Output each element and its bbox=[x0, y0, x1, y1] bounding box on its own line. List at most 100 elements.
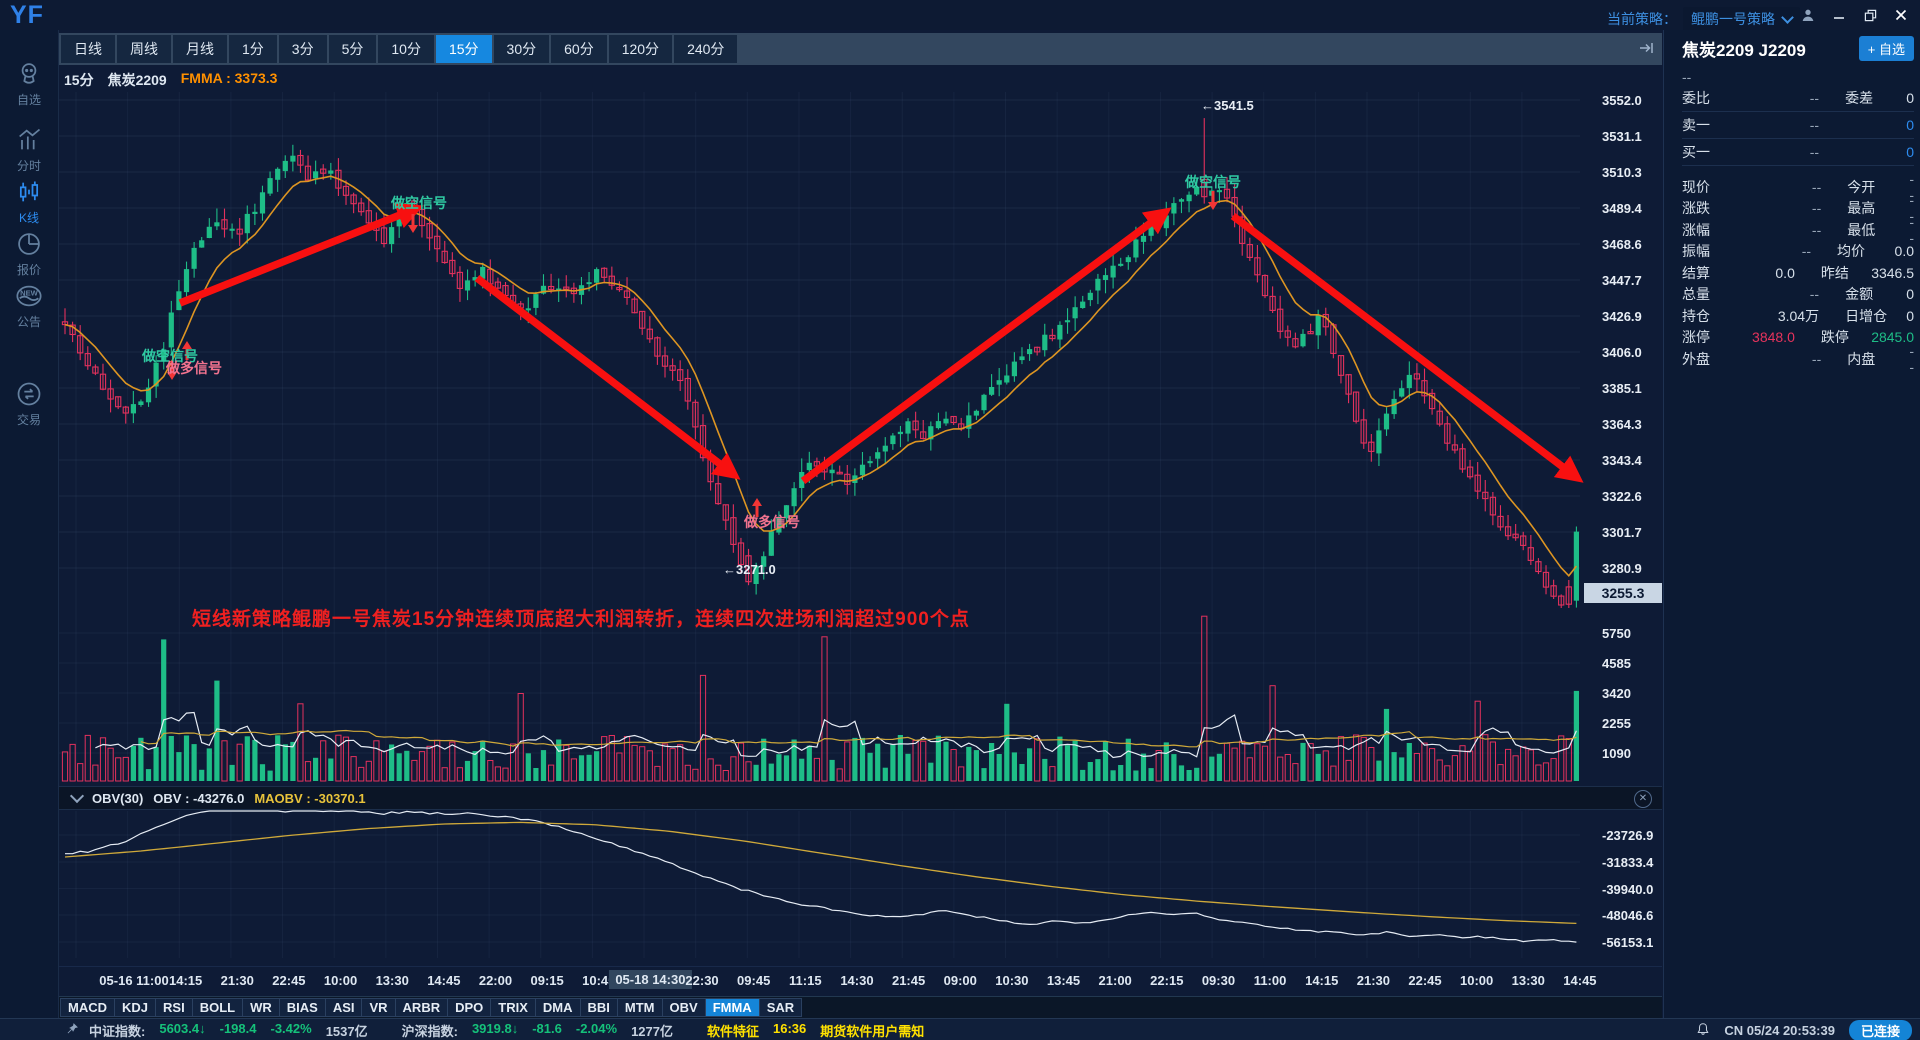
detail-label: 均价 bbox=[1837, 243, 1866, 260]
strategy-selector[interactable]: 当前策略： 鲲鹏一号策略 bbox=[1607, 7, 1800, 31]
indicator-tab-VR[interactable]: VR bbox=[361, 998, 396, 1017]
detail-value: -- bbox=[1909, 342, 1914, 375]
indicator-tab-WR[interactable]: WR bbox=[242, 998, 280, 1017]
new-announcement-icon: NEW bbox=[16, 285, 42, 307]
maobv-value: MAOBV : -30370.1 bbox=[254, 790, 366, 806]
detail-value: 0 bbox=[1906, 307, 1914, 324]
index-pct: -2.04% bbox=[575, 1020, 618, 1036]
time-axis-label: 14:30 bbox=[840, 973, 874, 988]
timeframe-tab-240分[interactable]: 240分 bbox=[674, 35, 738, 63]
sidebar-item-label: 交易 bbox=[16, 413, 41, 427]
sidebar-item-分时[interactable]: 分时 bbox=[0, 126, 58, 174]
price-scale-label: 3280.9 bbox=[1602, 561, 1642, 576]
indicator-tab-BIAS[interactable]: BIAS bbox=[278, 998, 326, 1017]
detail-value: -- bbox=[1909, 170, 1914, 203]
timeframe-tab-3分[interactable]: 3分 bbox=[278, 35, 327, 63]
detail-value: 0 bbox=[1906, 286, 1914, 303]
time-axis-label: 11:00 bbox=[1253, 973, 1287, 988]
sidebar-item-交易[interactable]: 交易 bbox=[0, 380, 58, 428]
detail-value: -- bbox=[1909, 192, 1914, 225]
index-name: 沪深指数: bbox=[401, 1023, 458, 1039]
timeframe-tab-60分[interactable]: 60分 bbox=[551, 35, 607, 63]
index-amount: 1277亿 bbox=[631, 1023, 673, 1039]
minimize-button[interactable] bbox=[1826, 5, 1852, 25]
obv-scale-label: -23726.9 bbox=[1602, 828, 1654, 843]
detail-value: -- bbox=[1801, 243, 1812, 260]
indicator-tab-BBI[interactable]: BBI bbox=[579, 998, 618, 1017]
sidebar-item-报价[interactable]: 报价 bbox=[0, 230, 58, 278]
pin-icon[interactable] bbox=[66, 1022, 79, 1038]
sidebar-item-公告[interactable]: NEW 公告 bbox=[0, 282, 58, 330]
quote-pie-icon bbox=[18, 233, 40, 255]
user-icon[interactable] bbox=[1795, 5, 1821, 25]
detail-value: -- bbox=[1809, 286, 1820, 303]
timeframe-tab-10分[interactable]: 10分 bbox=[378, 35, 434, 63]
quote-detail-row: 涨幅 -- 最低 -- bbox=[1682, 214, 1914, 246]
time-axis-label: 10:00 bbox=[1460, 973, 1494, 988]
timeframe-tab-15分[interactable]: 15分 bbox=[435, 35, 492, 63]
indicator-tab-TRIX[interactable]: TRIX bbox=[490, 998, 536, 1017]
collapse-chevron-icon[interactable] bbox=[69, 788, 85, 804]
detail-value: 3.04万 bbox=[1777, 307, 1820, 324]
price-scale-label: 3385.1 bbox=[1602, 381, 1642, 396]
indicator-tab-SAR[interactable]: SAR bbox=[758, 998, 803, 1017]
volume-scale-label: 3420 bbox=[1602, 686, 1631, 701]
time-axis-label: 13:30 bbox=[375, 973, 409, 988]
detail-value: 0.0 bbox=[1894, 243, 1915, 260]
index-change: -198.4 bbox=[219, 1020, 257, 1036]
notice-link-2[interactable]: 期货软件用户需知 bbox=[820, 1023, 925, 1039]
time-axis-label: 09:15 bbox=[530, 973, 564, 988]
index-quote-2: 沪深指数: 3919.8↓ -81.6 -2.04% 1277亿 bbox=[402, 1021, 673, 1040]
bell-icon[interactable] bbox=[1696, 1022, 1710, 1039]
indicator-tab-BOLL[interactable]: BOLL bbox=[191, 998, 244, 1017]
index-amount: 1537亿 bbox=[325, 1023, 368, 1039]
detail-value: -- bbox=[1811, 200, 1822, 217]
indicator-tab-DMA[interactable]: DMA bbox=[534, 998, 581, 1017]
bid-row: 买一 -- 0 bbox=[1682, 139, 1914, 166]
timeframe-tab-日线[interactable]: 日线 bbox=[61, 35, 115, 63]
timeframe-tab-120分[interactable]: 120分 bbox=[608, 35, 673, 63]
indicator-tabbar: MACD KDJ RSI BOLL WR BIAS ASI VR ARBR DPO TRIX DMA B… bbox=[58, 996, 1662, 1018]
user-icon bbox=[21, 63, 37, 84]
quote-top-value: -- bbox=[1682, 69, 1692, 85]
time-axis-label: 21:30 bbox=[220, 973, 254, 988]
indicator-tab-MTM[interactable]: MTM bbox=[616, 998, 663, 1017]
indicator-tab-ARBR[interactable]: ARBR bbox=[394, 998, 449, 1017]
collapse-panel-icon[interactable] bbox=[1639, 41, 1654, 59]
detail-label: 金额 bbox=[1845, 286, 1874, 303]
indicator-tab-KDJ[interactable]: KDJ bbox=[114, 998, 157, 1017]
chevron-down-icon bbox=[1781, 11, 1794, 24]
sidebar-item-自选[interactable]: 自选 bbox=[0, 60, 58, 108]
obv-series bbox=[64, 810, 1577, 943]
timeframe-tab-月线[interactable]: 月线 bbox=[173, 35, 227, 63]
timeframe-tab-周线[interactable]: 周线 bbox=[117, 35, 171, 63]
obv-close-icon[interactable]: ✕ bbox=[1634, 790, 1652, 808]
strategy-dropdown[interactable]: 鲲鹏一号策略 bbox=[1683, 7, 1800, 31]
notice-link-1[interactable]: 软件特征 bbox=[706, 1023, 759, 1039]
close-button[interactable] bbox=[1888, 5, 1914, 25]
sidebar-item-label: 自选 bbox=[16, 93, 41, 107]
indicator-tab-RSI[interactable]: RSI bbox=[155, 998, 193, 1017]
timeframe-tab-30分[interactable]: 30分 bbox=[493, 35, 550, 63]
indicator-tab-FMMA[interactable]: FMMA bbox=[704, 998, 760, 1017]
status-bar: 中证指数: 5603.4↓ -198.4 -3.42% 1537亿 沪深指数: 3919.… bbox=[0, 1018, 1920, 1040]
detail-value: -- bbox=[1811, 350, 1822, 367]
add-watchlist-button[interactable]: + 自选 bbox=[1858, 36, 1914, 61]
sidebar-item-label: 分时 bbox=[16, 159, 41, 173]
detail-label: 涨停 bbox=[1682, 329, 1710, 346]
restore-button[interactable] bbox=[1857, 5, 1883, 25]
detail-value: -- bbox=[1811, 221, 1822, 238]
indicator-tab-OBV[interactable]: OBV bbox=[661, 998, 706, 1017]
indicator-tab-ASI[interactable]: ASI bbox=[324, 998, 363, 1017]
bid-label: 买一 bbox=[1682, 144, 1710, 160]
detail-label: 结算 bbox=[1682, 264, 1710, 281]
timeframe-tab-5分[interactable]: 5分 bbox=[328, 35, 377, 63]
quote-rows: 委比 -- 委差 0 卖一 -- 0 买一 -- 0 bbox=[1682, 85, 1914, 166]
sidebar-item-K线[interactable]: K线 bbox=[0, 178, 58, 226]
left-sidebar: 自选分时 K线 报价 NEW 公告交易 bbox=[0, 30, 59, 1018]
connection-status-badge[interactable]: 已连接 bbox=[1848, 1019, 1912, 1040]
indicator-tab-DPO[interactable]: DPO bbox=[447, 998, 492, 1017]
indicator-tab-MACD[interactable]: MACD bbox=[60, 998, 115, 1017]
timeframe-tab-1分[interactable]: 1分 bbox=[229, 35, 277, 63]
